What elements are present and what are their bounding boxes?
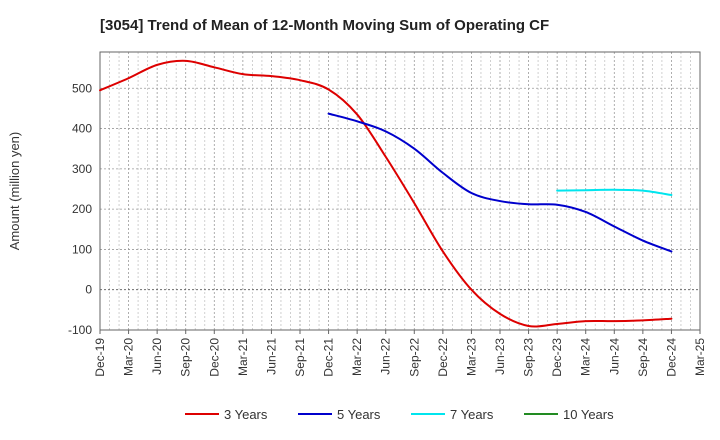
series-line-3-years	[99, 59, 673, 328]
x-tick-label: Sep-20	[179, 338, 193, 377]
x-tick-label: Dec-23	[550, 338, 564, 377]
legend-label-3-years: 3 Years	[224, 407, 268, 422]
legend-label-5-years: 5 Years	[337, 407, 381, 422]
x-tick-label: Jun-20	[150, 338, 164, 375]
x-tick-label: Dec-21	[322, 338, 336, 377]
series-line-7-years	[556, 188, 673, 197]
x-tick-label: Mar-25	[693, 338, 707, 376]
y-tick-label: 400	[72, 122, 92, 136]
x-tick-label: Sep-21	[293, 338, 307, 377]
chart-title: [3054] Trend of Mean of 12-Month Moving …	[100, 17, 549, 34]
x-tick-label: Mar-21	[236, 338, 250, 376]
legend-label-10-years: 10 Years	[563, 407, 614, 422]
x-tick-label: Dec-22	[436, 338, 450, 377]
x-tick-label: Sep-24	[636, 338, 650, 377]
y-tick-label: 100	[72, 242, 92, 256]
series-lines	[99, 59, 673, 328]
x-tick-label: Dec-24	[664, 338, 678, 377]
y-tick-label: 300	[72, 162, 92, 176]
x-tick-label: Mar-20	[122, 338, 136, 376]
grid	[99, 52, 701, 331]
y-tick-label: 0	[85, 283, 92, 297]
x-tick-label: Sep-22	[407, 338, 421, 377]
x-tick-label: Mar-24	[579, 338, 593, 376]
y-axis-label: Amount (million yen)	[7, 132, 22, 251]
plot-frame	[99, 51, 701, 331]
x-tick-label: Jun-23	[493, 338, 507, 375]
x-tick-label: Sep-23	[522, 338, 536, 377]
axes: -100 0 100 200 300 400 500 Dec-19 Mar-20 Jun-20 Se…	[68, 51, 707, 377]
series-line-5-years	[327, 112, 673, 253]
x-tick-label: Mar-23	[464, 338, 478, 376]
x-tick-label: Mar-22	[350, 338, 364, 376]
y-tick-label: -100	[68, 323, 92, 337]
y-tick-label: 500	[72, 81, 92, 95]
legend: 3 Years 5 Years 7 Years 10 Years	[185, 407, 614, 422]
x-tick-label: Jun-22	[379, 338, 393, 375]
y-tick-label: 200	[72, 202, 92, 216]
x-tick-label: Jun-21	[264, 338, 278, 375]
x-tick-label: Dec-20	[207, 338, 221, 377]
legend-label-7-years: 7 Years	[450, 407, 494, 422]
x-tick-label: Jun-24	[607, 338, 621, 375]
x-tick-label: Dec-19	[93, 338, 107, 377]
